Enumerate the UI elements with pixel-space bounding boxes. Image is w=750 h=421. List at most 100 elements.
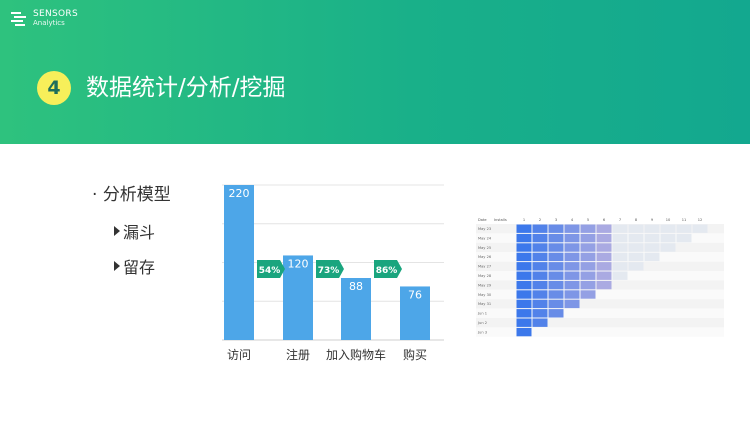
conversion-arrow [374,260,402,278]
retention-cell [612,224,628,233]
sub-item-label: 漏斗 [123,223,156,242]
retention-date-cell: May 30 [478,293,492,297]
retention-cell [564,280,580,290]
retention-cell [580,243,596,252]
retention-cell [548,233,564,243]
retention-cell [564,224,580,233]
retention-cell [564,262,580,271]
retention-cell [564,299,580,309]
retention-cell [532,271,548,280]
retention-cell [628,262,644,271]
retention-cell [532,299,548,309]
retention-date-cell: Jun 3 [477,330,487,334]
funnel-bar-chart: 220 访问 120 注册 88 加入购物车 76 购买 54% 73% 86% [222,184,444,362]
sensors-logo: SENSORS Analytics [10,10,78,28]
retention-cell [676,233,692,243]
category-label: 访问 [227,348,251,362]
retention-cell [516,299,532,309]
logo-name: SENSORS [33,9,78,19]
retention-cell [596,280,612,290]
triangle-bullet-icon [114,226,120,236]
header-banner: SENSORS Analytics 4 数据统计/分析/挖掘 [0,0,750,144]
retention-header-cell: 6 [603,218,606,222]
logo-subtitle: Analytics [33,19,65,27]
retention-cell [580,252,596,262]
retention-cell [532,290,548,299]
retention-header-cell: 1 [523,218,525,222]
bar-value-label: 220 [229,187,250,200]
retention-cell [596,243,612,252]
retention-cell [516,252,532,262]
sub-item-label: 留存 [123,258,156,277]
retention-cell [548,280,564,290]
retention-cell [532,262,548,271]
retention-cell [532,309,548,318]
sub-item-retention: 留存 [114,254,155,278]
retention-cell [692,224,708,233]
bullet-main: · 分析模型 [92,185,171,205]
retention-cell [564,290,580,299]
retention-cell [596,224,612,233]
retention-date-cell: May 29 [478,283,492,287]
page-title: 数据统计/分析/挖掘 [86,75,286,101]
retention-cell [532,252,548,262]
category-label: 注册 [286,347,310,362]
conversion-rate-label: 73% [318,266,340,276]
retention-cell [644,252,660,262]
retention-cell [612,252,628,262]
retention-cell [596,271,612,280]
bar [224,185,254,340]
bullet-main-label: 分析模型 [102,185,171,205]
retention-cell [628,252,644,262]
retention-row [476,327,724,337]
retention-cell [628,224,644,233]
retention-cell [580,280,596,290]
retention-header-cell: 7 [619,218,621,222]
retention-cell [548,243,564,252]
category-label: 加入购物车 [326,347,386,362]
retention-row [476,299,724,309]
retention-cell [660,233,676,243]
retention-header-cell: Installs [494,218,507,222]
retention-cell [564,233,580,243]
retention-date-cell: May 26 [478,255,492,259]
retention-header-cell: 8 [635,218,638,222]
bar [400,286,430,340]
bar [341,278,371,340]
retention-date-cell: May 28 [478,274,492,278]
retention-cell [580,290,596,299]
retention-header-cell: 11 [682,218,687,222]
retention-cell [548,262,564,271]
retention-cell [516,233,532,243]
retention-cell [644,233,660,243]
retention-cell [564,252,580,262]
retention-cell [580,233,596,243]
retention-cell [516,309,532,318]
retention-header-cell: Date [478,218,487,222]
retention-cell [516,262,532,271]
retention-date-cell: May 25 [478,246,491,250]
logo-icon [11,12,26,26]
retention-cell [596,252,612,262]
retention-cell [532,243,548,252]
conversion-arrow [257,260,285,278]
retention-cell [516,224,532,233]
retention-cell [644,243,660,252]
retention-cell [612,233,628,243]
retention-cell [660,243,676,252]
retention-cell [548,271,564,280]
retention-cell [660,224,676,233]
bar-value-label: 88 [349,280,363,293]
retention-cell [516,318,532,327]
retention-header-cell: 2 [539,218,541,222]
retention-row [476,308,724,318]
retention-cell [596,262,612,271]
retention-cell [548,252,564,262]
retention-cell [564,243,580,252]
retention-cell [580,224,596,233]
retention-header-cell: 10 [666,218,671,222]
retention-cell [580,271,596,280]
retention-date-cell: May 31 [478,302,491,306]
retention-cell [516,327,532,337]
